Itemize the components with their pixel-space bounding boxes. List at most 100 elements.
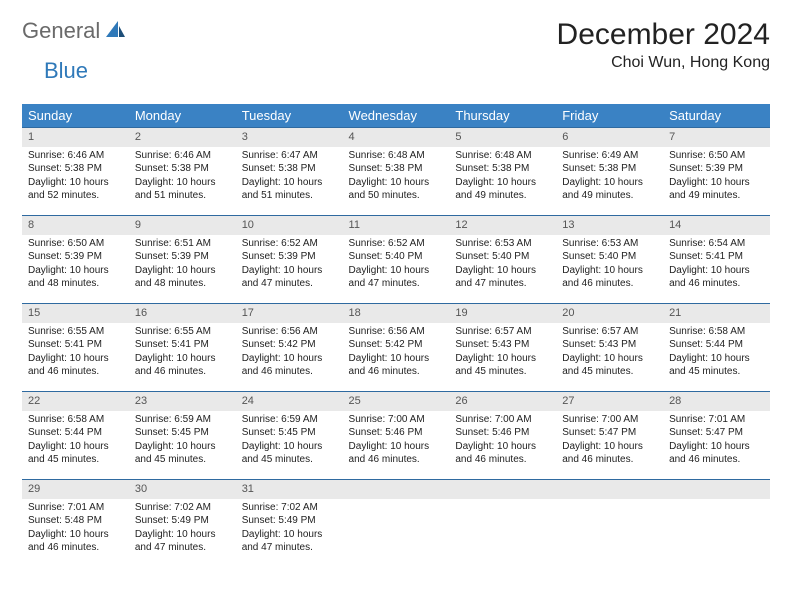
daylight-line: Daylight: 10 hours and 46 minutes. — [349, 352, 444, 379]
day-number: 11 — [343, 215, 450, 235]
calendar-cell: 29Sunrise: 7:01 AMSunset: 5:48 PMDayligh… — [22, 479, 129, 567]
sunset-line: Sunset: 5:39 PM — [135, 250, 230, 264]
calendar-cell: 19Sunrise: 6:57 AMSunset: 5:43 PMDayligh… — [449, 303, 556, 391]
sunrise-line: Sunrise: 6:47 AM — [242, 149, 337, 163]
calendar-cell: 26Sunrise: 7:00 AMSunset: 5:46 PMDayligh… — [449, 391, 556, 479]
calendar-row: 29 Sunrise: 7:01 AMSunset: 5:48 PM Dayligh… — [22, 479, 770, 567]
day-number: 22 — [22, 391, 129, 411]
day-number: 18 — [343, 303, 450, 323]
daylight-line: Daylight: 10 hours and 49 minutes. — [455, 176, 550, 203]
calendar-table: Sunday Monday Tuesday Wednesday Thursday… — [22, 104, 770, 567]
daylight-line: Daylight: 10 hours and 47 minutes. — [349, 264, 444, 291]
daylight-line: Daylight: 10 hours and 45 minutes. — [242, 440, 337, 467]
sunset-line: Sunset: 5:39 PM — [242, 250, 337, 264]
day-number: 28 — [663, 391, 770, 411]
sunset-line: Sunset: 5:40 PM — [562, 250, 657, 264]
calendar-cell: 2 Sunrise: 6:46 AMSunset: 5:38 PMDaylight… — [129, 127, 236, 215]
calendar-cell: 3Sunrise: 6:47 AMSunset: 5:38 PMDaylight… — [236, 127, 343, 215]
weekday-header: Thursday — [449, 104, 556, 127]
sunset-line: Sunset: 5:44 PM — [669, 338, 764, 352]
day-number: 2 — [129, 127, 236, 147]
day-body: Sunrise: 6:52 AMSunset: 5:39 PMDaylight:… — [236, 235, 343, 295]
logo-text-general: General — [22, 18, 100, 44]
day-number: 19 — [449, 303, 556, 323]
daylight-line: Daylight: 10 hours and 46 minutes. — [135, 352, 230, 379]
calendar-cell — [343, 479, 450, 567]
weekday-header: Sunday — [22, 104, 129, 127]
sunrise-line: Sunrise: 6:56 AM — [242, 325, 337, 339]
day-number: 26 — [449, 391, 556, 411]
day-number: 17 — [236, 303, 343, 323]
sunrise-line: Sunrise: 6:58 AM — [669, 325, 764, 339]
daylight-line: Daylight: 10 hours and 49 minutes. — [562, 176, 657, 203]
calendar-cell: 10Sunrise: 6:52 AMSunset: 5:39 PMDayligh… — [236, 215, 343, 303]
sunrise-line: Sunrise: 7:01 AM — [28, 501, 123, 515]
daylight-line: Daylight: 10 hours and 47 minutes. — [135, 528, 230, 555]
sunrise-line: Sunrise: 6:50 AM — [28, 237, 123, 251]
daylight-line: Daylight: 10 hours and 48 minutes. — [28, 264, 123, 291]
day-body: Sunrise: 6:50 AMSunset: 5:39 PMDaylight:… — [22, 235, 129, 295]
calendar-cell: 21Sunrise: 6:58 AMSunset: 5:44 PMDayligh… — [663, 303, 770, 391]
sunrise-line: Sunrise: 6:54 AM — [669, 237, 764, 251]
sunrise-line: Sunrise: 6:55 AM — [28, 325, 123, 339]
day-body — [556, 499, 663, 559]
sunrise-line: Sunrise: 7:00 AM — [455, 413, 550, 427]
weekday-header: Friday — [556, 104, 663, 127]
sunset-line: Sunset: 5:48 PM — [28, 514, 123, 528]
sunrise-line: Sunrise: 6:51 AM — [135, 237, 230, 251]
day-number: 3 — [236, 127, 343, 147]
daylight-line: Daylight: 10 hours and 45 minutes. — [455, 352, 550, 379]
day-body: Sunrise: 6:55 AMSunset: 5:41 PMDaylight:… — [129, 323, 236, 383]
daylight-line: Daylight: 10 hours and 47 minutes. — [455, 264, 550, 291]
day-number — [343, 479, 450, 499]
sunset-line: Sunset: 5:43 PM — [562, 338, 657, 352]
sunrise-line: Sunrise: 6:48 AM — [455, 149, 550, 163]
day-number: 10 — [236, 215, 343, 235]
sunrise-line: Sunrise: 7:02 AM — [242, 501, 337, 515]
calendar-cell: 9Sunrise: 6:51 AMSunset: 5:39 PMDaylight… — [129, 215, 236, 303]
sunrise-line: Sunrise: 6:46 AM — [135, 149, 230, 163]
day-number: 24 — [236, 391, 343, 411]
day-number: 29 — [22, 479, 129, 499]
sunset-line: Sunset: 5:44 PM — [28, 426, 123, 440]
day-number: 27 — [556, 391, 663, 411]
calendar-cell — [556, 479, 663, 567]
sunset-line: Sunset: 5:38 PM — [135, 162, 230, 176]
sunrise-line: Sunrise: 7:00 AM — [349, 413, 444, 427]
day-body — [343, 499, 450, 559]
sunset-line: Sunset: 5:38 PM — [28, 162, 123, 176]
day-body: Sunrise: 6:53 AMSunset: 5:40 PMDaylight:… — [449, 235, 556, 295]
day-body: Sunrise: 6:59 AMSunset: 5:45 PMDaylight:… — [236, 411, 343, 471]
weekday-header-row: Sunday Monday Tuesday Wednesday Thursday… — [22, 104, 770, 127]
sunrise-line: Sunrise: 7:00 AM — [562, 413, 657, 427]
daylight-line: Daylight: 10 hours and 45 minutes. — [562, 352, 657, 379]
day-body: Sunrise: 7:00 AMSunset: 5:47 PMDaylight:… — [556, 411, 663, 471]
sunset-line: Sunset: 5:43 PM — [455, 338, 550, 352]
day-body: Sunrise: 6:57 AMSunset: 5:43 PMDaylight:… — [556, 323, 663, 383]
sunset-line: Sunset: 5:40 PM — [349, 250, 444, 264]
calendar-cell — [449, 479, 556, 567]
day-number: 9 — [129, 215, 236, 235]
daylight-line: Daylight: 10 hours and 52 minutes. — [28, 176, 123, 203]
daylight-line: Daylight: 10 hours and 51 minutes. — [135, 176, 230, 203]
day-number: 12 — [449, 215, 556, 235]
sunset-line: Sunset: 5:47 PM — [669, 426, 764, 440]
day-body: Sunrise: 7:01 AMSunset: 5:47 PMDaylight:… — [663, 411, 770, 471]
calendar-body: 1Sunrise: 6:46 AMSunset: 5:38 PMDaylight… — [22, 127, 770, 567]
day-body: Sunrise: 6:50 AMSunset: 5:39 PMDaylight:… — [663, 147, 770, 207]
calendar-cell: 1Sunrise: 6:46 AMSunset: 5:38 PMDaylight… — [22, 127, 129, 215]
sunset-line: Sunset: 5:42 PM — [242, 338, 337, 352]
calendar-cell: 4Sunrise: 6:48 AMSunset: 5:38 PMDaylight… — [343, 127, 450, 215]
day-body: Sunrise: 7:00 AMSunset: 5:46 PMDaylight:… — [343, 411, 450, 471]
logo: General — [22, 18, 128, 44]
daylight-line: Daylight: 10 hours and 46 minutes. — [669, 440, 764, 467]
sunrise-line: Sunrise: 6:56 AM — [349, 325, 444, 339]
calendar-cell: 15Sunrise: 6:55 AMSunset: 5:41 PMDayligh… — [22, 303, 129, 391]
sunrise-line: Sunrise: 7:02 AM — [135, 501, 230, 515]
daylight-line: Daylight: 10 hours and 45 minutes. — [135, 440, 230, 467]
day-number: 23 — [129, 391, 236, 411]
calendar-row: 22Sunrise: 6:58 AMSunset: 5:44 PMDayligh… — [22, 391, 770, 479]
daylight-line: Daylight: 10 hours and 46 minutes. — [28, 352, 123, 379]
daylight-line: Daylight: 10 hours and 46 minutes. — [349, 440, 444, 467]
calendar-cell: 27Sunrise: 7:00 AMSunset: 5:47 PMDayligh… — [556, 391, 663, 479]
